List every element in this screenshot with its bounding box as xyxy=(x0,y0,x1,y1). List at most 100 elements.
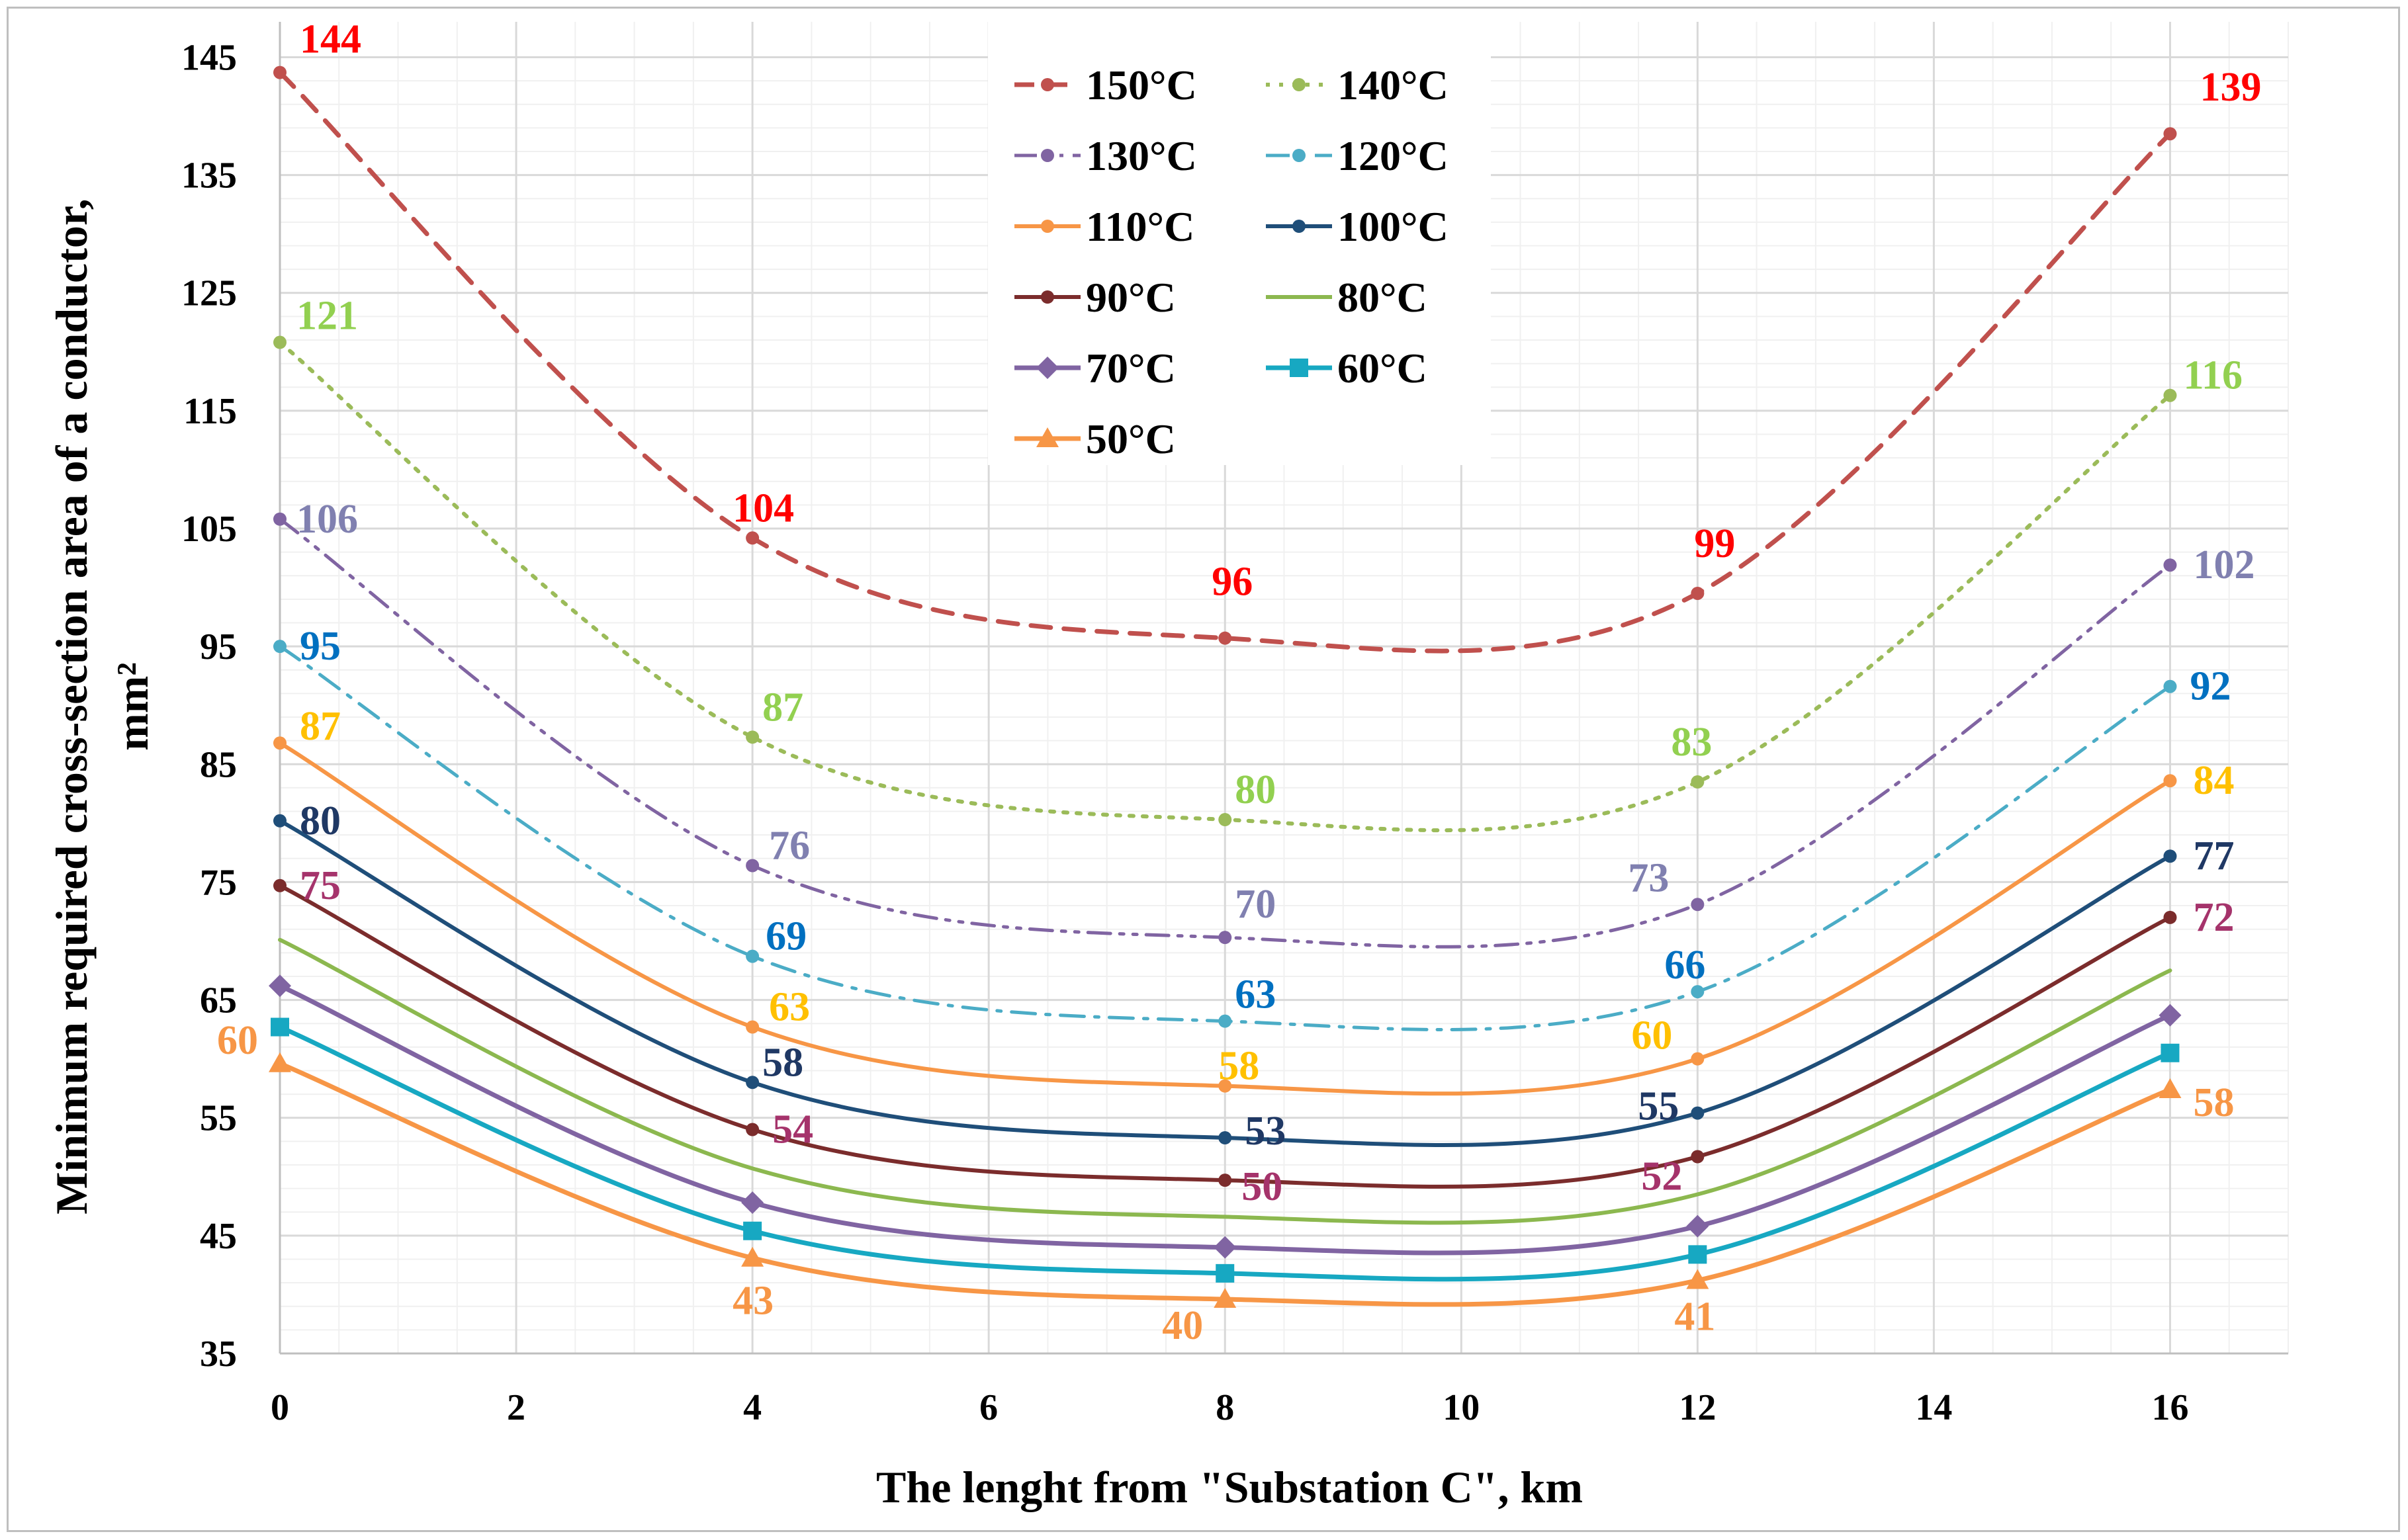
x-tick-label: 16 xyxy=(2151,1387,2188,1428)
data-point xyxy=(1036,357,1059,379)
y-tick-label: 145 xyxy=(181,37,237,78)
data-label: 80 xyxy=(300,798,341,843)
data-point xyxy=(746,1020,760,1034)
data-point xyxy=(2163,558,2177,572)
legend-label: 140°C xyxy=(1337,62,1449,108)
legend-label: 110°C xyxy=(1086,203,1194,250)
y-tick-label: 85 xyxy=(200,744,237,785)
data-point xyxy=(273,512,287,526)
series-line xyxy=(277,70,2172,654)
data-label: 54 xyxy=(772,1107,813,1152)
legend-item: 110°C xyxy=(1014,203,1194,250)
data-label: 53 xyxy=(1245,1109,1286,1154)
data-label: 95 xyxy=(300,624,341,669)
data-label: 104 xyxy=(733,486,794,531)
data-point xyxy=(2163,774,2177,788)
x-tick-label: 10 xyxy=(1443,1387,1480,1428)
data-label: 80 xyxy=(1235,767,1276,812)
data-label: 92 xyxy=(2190,664,2231,709)
data-point xyxy=(1041,220,1054,233)
series-line xyxy=(278,937,2172,1225)
data-point xyxy=(1041,78,1054,91)
legend-item: 100°C xyxy=(1266,203,1449,250)
data-point xyxy=(1214,1236,1237,1259)
data-label: 116 xyxy=(2183,353,2243,398)
x-tick-label: 8 xyxy=(1216,1387,1234,1428)
y-axis-title: Minimum required cross-section area of a… xyxy=(46,198,157,1215)
data-label: 87 xyxy=(762,685,803,730)
data-point xyxy=(1218,813,1232,827)
data-point xyxy=(2163,388,2177,402)
x-tick-label: 0 xyxy=(271,1387,289,1428)
data-label: 96 xyxy=(1212,560,1253,605)
legend-item: 60°C xyxy=(1266,345,1427,392)
data-point xyxy=(2163,127,2177,141)
data-label: 73 xyxy=(1628,855,1669,900)
data-point xyxy=(743,1221,762,1240)
series-layer xyxy=(269,65,2182,1308)
data-label: 102 xyxy=(2193,542,2254,587)
data-label: 52 xyxy=(1641,1154,1682,1199)
y-tick-label: 105 xyxy=(181,509,237,550)
data-label: 50 xyxy=(1241,1164,1282,1209)
data-label: 75 xyxy=(300,863,341,908)
data-point xyxy=(1216,1263,1235,1283)
chart-frame: 0 2 4 6 8 10 12 14 16 35 45 55 65 75 85 95 105 115 125 135… xyxy=(7,7,2400,1532)
series-80C xyxy=(278,937,2172,1225)
data-label: 43 xyxy=(733,1279,774,1324)
x-tick-label: 6 xyxy=(979,1387,998,1428)
y-tick-label: 35 xyxy=(200,1334,237,1375)
data-label: 58 xyxy=(2193,1080,2234,1125)
legend-label: 60°C xyxy=(1337,345,1427,392)
data-point xyxy=(1292,149,1306,162)
data-label: 40 xyxy=(1162,1303,1203,1348)
data-point xyxy=(746,1123,760,1136)
data-label: 63 xyxy=(1235,972,1276,1017)
y-axis-title-line1: Minimum required cross-section area of a… xyxy=(46,198,97,1215)
data-label: 55 xyxy=(1638,1084,1679,1129)
legend-label: 50°C xyxy=(1086,415,1176,462)
series-90C xyxy=(273,878,2177,1189)
legend-label: 130°C xyxy=(1086,132,1197,179)
legend-label: 80°C xyxy=(1337,274,1427,321)
y-tick-label: 65 xyxy=(200,980,237,1021)
series-150C xyxy=(273,65,2177,654)
axes xyxy=(279,22,2288,1355)
data-point xyxy=(746,531,760,545)
data-point xyxy=(273,878,287,892)
data-point xyxy=(1686,1269,1709,1289)
x-tick-label: 14 xyxy=(1915,1387,1952,1428)
data-label: 58 xyxy=(1218,1044,1259,1089)
data-label: 66 xyxy=(1664,943,1705,988)
data-point xyxy=(746,730,760,744)
data-point xyxy=(2163,910,2177,924)
legend-label: 100°C xyxy=(1337,203,1449,250)
data-point xyxy=(1218,931,1232,945)
data-point xyxy=(1691,1150,1705,1164)
legend-label: 120°C xyxy=(1337,132,1449,179)
data-point xyxy=(1218,1131,1232,1145)
data-point xyxy=(1691,1106,1705,1120)
legend: 150°C 140°C 130°C 120°C 110°C 100°C 90°C 80°C 70… xyxy=(988,22,1491,465)
x-axis-title: The lenght from "Substation C", km xyxy=(876,1462,1583,1512)
x-axis-tick-labels: 0 2 4 6 8 10 12 14 16 xyxy=(271,1387,2188,1428)
data-point xyxy=(273,736,287,750)
y-tick-label: 75 xyxy=(200,862,237,903)
legend-item: 90°C xyxy=(1014,274,1176,321)
data-point xyxy=(1041,290,1054,304)
data-label: 144 xyxy=(300,17,361,62)
data-point xyxy=(269,974,291,998)
data-label: 99 xyxy=(1694,521,1735,566)
data-label: 84 xyxy=(2193,758,2234,803)
data-point xyxy=(269,1052,291,1072)
series-100C xyxy=(273,814,2177,1147)
data-label: 87 xyxy=(300,704,341,749)
data-point xyxy=(1041,149,1054,162)
series-60C xyxy=(271,1017,2180,1283)
data-point xyxy=(746,949,760,963)
data-point xyxy=(1686,1215,1709,1238)
data-label: 58 xyxy=(762,1040,803,1085)
data-label: 106 xyxy=(296,497,358,542)
data-point xyxy=(746,1076,760,1090)
legend-label: 150°C xyxy=(1086,62,1197,108)
